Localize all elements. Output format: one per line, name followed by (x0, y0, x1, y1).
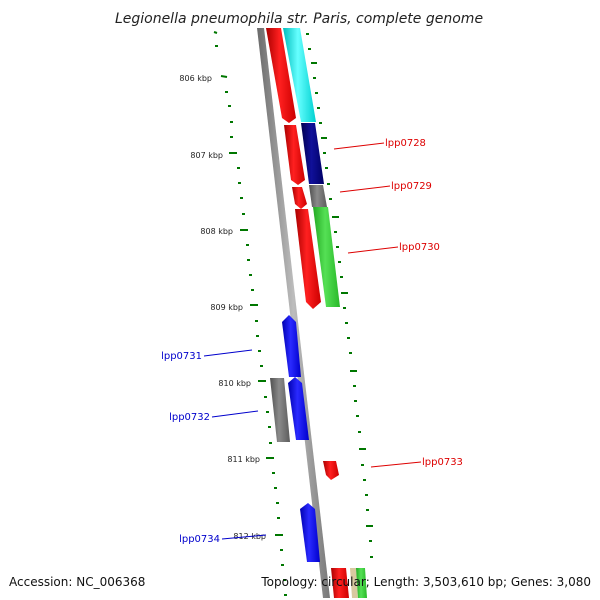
scale-label-808: 808 kbp (200, 227, 233, 236)
accession-text: Accession: NC_006368 (9, 575, 145, 589)
gene-bottom-red[interactable] (331, 568, 349, 598)
gene-label-lpp0728[interactable]: lpp0728 (385, 138, 426, 149)
gene-navy[interactable] (301, 123, 324, 184)
gene-label-lpp0732[interactable]: lpp0732 (169, 412, 210, 423)
gene-cyan[interactable] (283, 28, 316, 122)
scale-label-810: 810 kbp (218, 379, 251, 388)
map-title: Legionella pneumophila str. Paris, compl… (115, 11, 483, 27)
forward-strand-genes (266, 28, 367, 598)
genome-summary-text: Topology: circular; Length: 3,503,610 bp… (260, 575, 591, 589)
gene-label-lpp0730[interactable]: lpp0730 (399, 242, 440, 253)
gene-gray-1[interactable] (309, 185, 327, 207)
scale-ticks-left (213, 31, 287, 596)
gene-red-3[interactable] (292, 187, 307, 209)
scale-ticks-right (306, 33, 373, 558)
gene-blue-3[interactable] (300, 503, 320, 562)
gene-label-lpp0734[interactable]: lpp0734 (179, 534, 220, 545)
gene-red-5[interactable] (323, 461, 339, 480)
gene-blue-2[interactable] (288, 377, 309, 440)
scale-labels: 806 kbp 807 kbp 808 kbp 809 kbp 810 kbp … (179, 74, 266, 541)
genome-backbone (257, 28, 330, 598)
scale-label-811: 811 kbp (227, 455, 260, 464)
gene-labels: lpp0728 lpp0729 lpp0730 lpp0731 lpp0732 … (161, 138, 463, 545)
gene-red-1[interactable] (266, 28, 296, 123)
gene-label-lpp0731[interactable]: lpp0731 (161, 351, 202, 362)
gene-bottom-green[interactable] (356, 568, 367, 598)
scale-label-807: 807 kbp (190, 151, 223, 160)
scale-label-809: 809 kbp (210, 303, 243, 312)
gene-label-lpp0733[interactable]: lpp0733 (422, 457, 463, 468)
scale-label-806: 806 kbp (179, 74, 212, 83)
gene-bottom-tan[interactable] (350, 568, 358, 598)
reverse-strand-genes (270, 315, 320, 562)
gene-label-lpp0729[interactable]: lpp0729 (391, 181, 432, 192)
gene-red-2[interactable] (284, 125, 305, 185)
gene-blue-1[interactable] (282, 315, 301, 377)
gene-red-4[interactable] (295, 209, 321, 309)
gene-green[interactable] (313, 207, 340, 307)
gene-gray-2[interactable] (270, 378, 290, 442)
label-leaders (203, 142, 422, 540)
